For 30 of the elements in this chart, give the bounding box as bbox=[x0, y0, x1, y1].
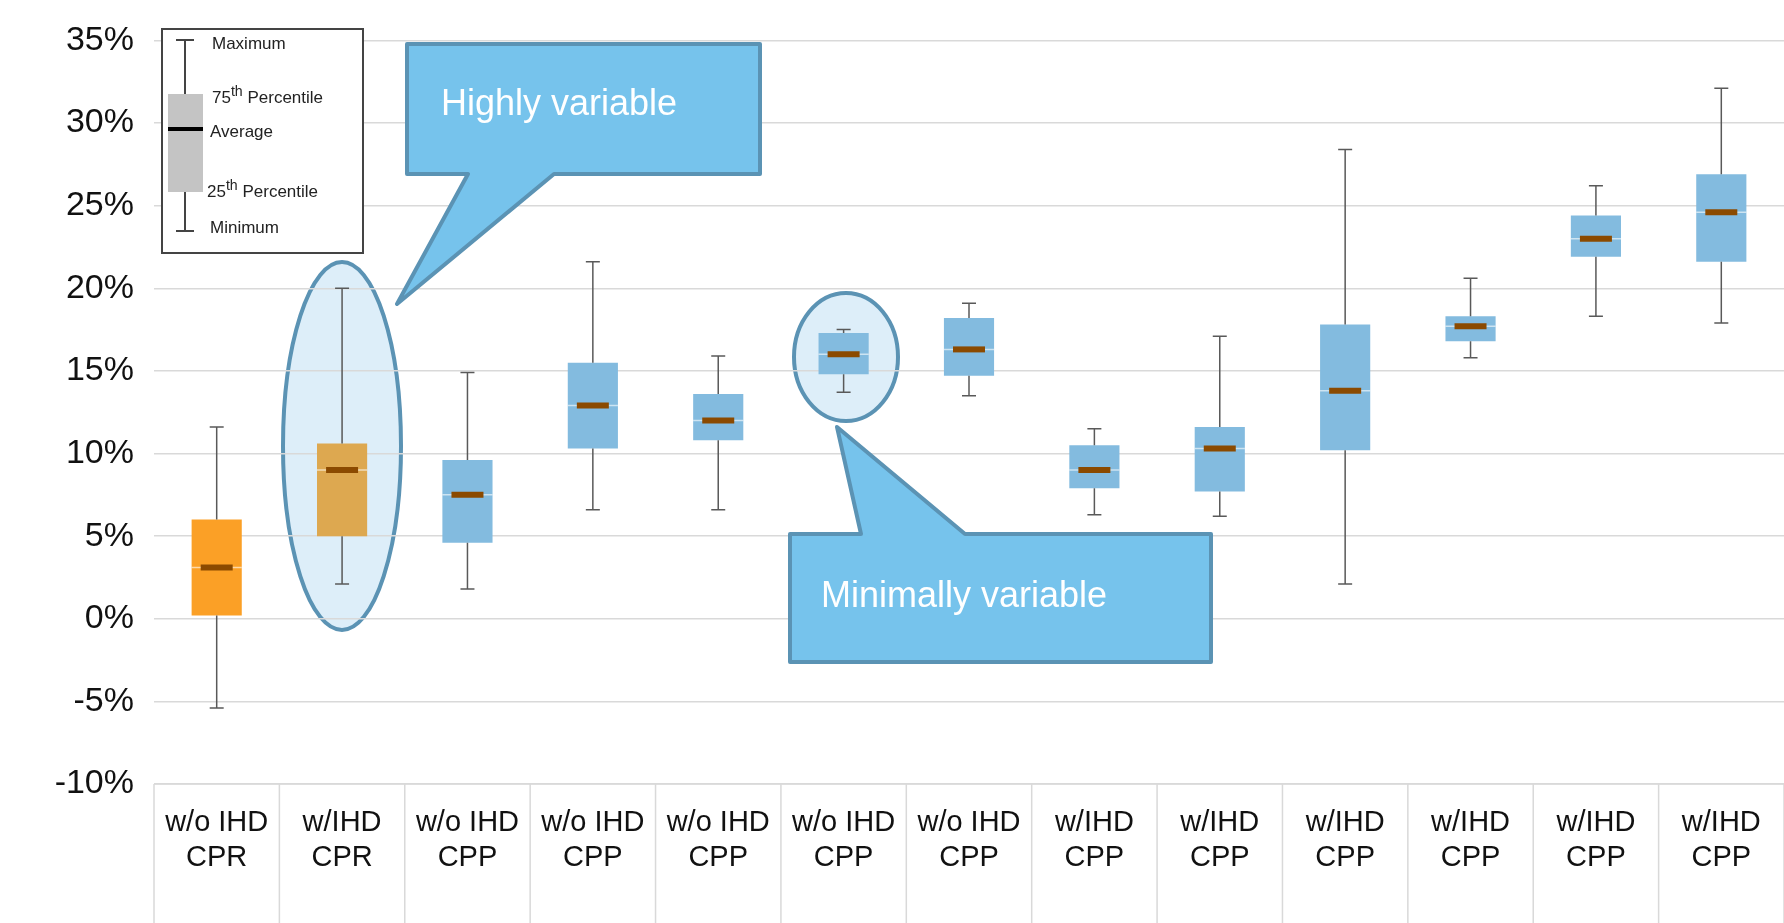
x-tick-label: w/o IHD CPP bbox=[665, 805, 770, 873]
x-tick-label: w/o IHD CPR bbox=[164, 805, 269, 873]
x-tick-label: w/IHD CPP bbox=[1680, 805, 1761, 873]
y-tick-label: 30% bbox=[65, 101, 134, 140]
annotation: Minimally variable bbox=[821, 574, 1108, 616]
x-tick-label: w/IHD CPP bbox=[1304, 805, 1385, 873]
y-tick-label: -5% bbox=[73, 679, 134, 718]
x-tick-label: w/IHD CPP bbox=[1555, 805, 1636, 873]
x-tick-label: w/IHD CPR bbox=[301, 805, 382, 873]
x-tick-label: w/o IHD CPP bbox=[916, 805, 1021, 873]
x-tick-label: w/o IHD CPP bbox=[791, 805, 896, 873]
y-tick-label: 5% bbox=[84, 514, 134, 553]
y-tick-label: 20% bbox=[65, 266, 134, 305]
x-tick-label: w/o IHD CPP bbox=[540, 805, 645, 873]
y-tick-label: -10% bbox=[54, 762, 134, 801]
y-tick-label: 15% bbox=[65, 349, 134, 388]
y-tick-label: 10% bbox=[65, 431, 134, 470]
x-tick-label: w/IHD CPP bbox=[1179, 805, 1260, 873]
x-tick-label: w/IHD CPP bbox=[1430, 805, 1511, 873]
annotation: Average bbox=[210, 122, 274, 142]
annotation: 25$^{th}$ Percentile bbox=[207, 177, 319, 202]
y-tick-label: 25% bbox=[65, 184, 134, 223]
x-tick-label: w/IHD CPP bbox=[1053, 805, 1134, 873]
y-tick-label: 35% bbox=[65, 18, 134, 57]
annotation: Highly variable bbox=[441, 82, 678, 124]
annotation: Minimum bbox=[210, 218, 279, 238]
y-tick-label: 0% bbox=[84, 597, 134, 636]
annotation: Maximum bbox=[212, 34, 286, 54]
annotation: 75$^{th}$ Percentile bbox=[212, 83, 324, 108]
x-tick-label: w/o IHD CPP bbox=[414, 805, 520, 873]
